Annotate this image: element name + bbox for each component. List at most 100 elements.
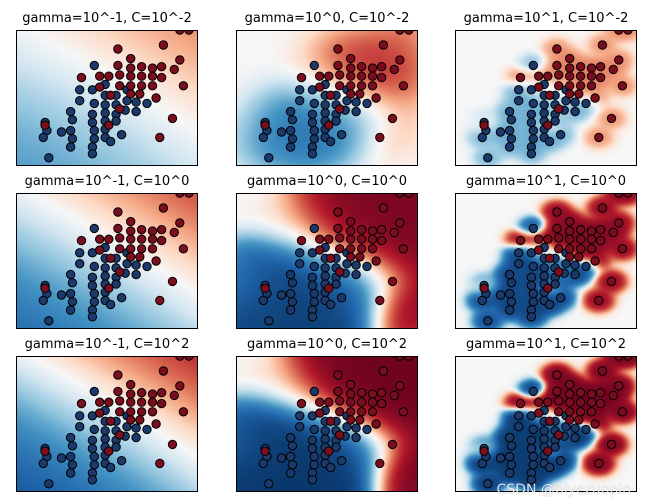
data-point	[178, 81, 189, 91]
data-point	[346, 53, 356, 64]
data-point	[333, 223, 343, 234]
data-point	[570, 423, 580, 433]
panel-title: gamma=10^1, C=10^-2	[464, 11, 629, 26]
data-point	[175, 218, 185, 228]
data-point	[528, 451, 538, 462]
watermark: CSDN @biyezuopin	[496, 482, 631, 498]
data-point	[346, 89, 356, 99]
data-point	[528, 386, 538, 397]
data-point	[136, 397, 147, 407]
data-point	[586, 71, 597, 81]
data-point	[315, 234, 325, 244]
data-point	[346, 379, 356, 390]
data-point	[495, 127, 506, 137]
data-point	[325, 136, 336, 147]
data-point	[89, 223, 100, 234]
data-point	[333, 44, 343, 54]
data-point	[307, 272, 318, 282]
data-point	[528, 288, 538, 299]
data-point	[574, 89, 584, 99]
data-point	[554, 104, 564, 114]
data-point	[614, 30, 624, 35]
data-point	[178, 407, 189, 417]
data-point	[606, 439, 617, 450]
data-point	[367, 81, 378, 91]
data-point	[483, 316, 493, 326]
data-point	[167, 113, 178, 124]
data-point	[504, 269, 515, 280]
data-point	[320, 434, 330, 444]
data-point	[506, 460, 517, 470]
data-point	[594, 458, 604, 469]
data-point	[552, 223, 562, 234]
data-point	[65, 142, 76, 152]
data-point	[285, 142, 296, 152]
data-point	[398, 81, 409, 91]
data-point	[65, 451, 76, 462]
data-point	[550, 442, 560, 452]
data-point	[89, 60, 100, 71]
data-point	[614, 381, 624, 391]
panel-6: gamma=10^1, C=10^0	[455, 174, 637, 329]
data-point	[597, 40, 608, 50]
data-point	[346, 389, 356, 399]
data-point	[285, 305, 296, 315]
data-point	[89, 125, 100, 136]
data-point	[623, 30, 633, 35]
data-point	[575, 71, 586, 81]
panel-title: gamma=10^0, C=10^0	[247, 174, 407, 189]
data-point	[539, 426, 549, 436]
data-point	[76, 235, 87, 246]
data-point	[126, 81, 136, 91]
data-point	[151, 256, 161, 266]
data-point	[586, 226, 597, 236]
data-point	[351, 97, 361, 107]
panel-2: gamma=10^0, C=10^-2	[236, 11, 418, 166]
data-point	[295, 96, 305, 106]
data-point	[309, 125, 319, 136]
data-point	[376, 398, 387, 409]
data-point	[115, 396, 125, 406]
data-point	[89, 98, 100, 109]
data-point	[126, 53, 136, 64]
data-point	[552, 370, 562, 380]
data-point	[65, 125, 76, 136]
data-point	[315, 71, 325, 81]
data-point	[346, 71, 356, 81]
data-point	[614, 55, 624, 65]
data-point	[526, 149, 537, 159]
data-point	[260, 283, 270, 293]
data-point	[309, 261, 319, 272]
data-point	[565, 89, 575, 99]
axes-frame	[236, 356, 418, 492]
data-point	[126, 226, 136, 236]
data-point	[346, 252, 356, 262]
data-point	[309, 460, 319, 470]
data-point	[617, 81, 628, 91]
data-point	[479, 446, 489, 456]
data-point	[351, 432, 361, 443]
data-point	[534, 245, 544, 255]
data-point	[554, 396, 564, 406]
data-point	[315, 408, 325, 418]
data-point	[514, 411, 524, 421]
data-point	[320, 263, 330, 273]
data-point	[105, 416, 116, 426]
data-point	[155, 458, 165, 469]
data-point	[169, 227, 180, 238]
data-point	[104, 283, 114, 293]
data-point	[333, 386, 343, 397]
data-point	[100, 271, 110, 281]
data-point	[367, 244, 378, 254]
data-point	[565, 397, 575, 407]
data-point	[586, 244, 597, 254]
data-point	[356, 225, 367, 235]
data-point	[325, 90, 336, 101]
data-point	[526, 312, 537, 322]
data-point	[309, 98, 319, 109]
data-point	[575, 61, 586, 72]
data-point	[504, 288, 515, 299]
data-point	[325, 299, 336, 310]
data-point	[56, 290, 67, 300]
data-point	[115, 104, 125, 114]
